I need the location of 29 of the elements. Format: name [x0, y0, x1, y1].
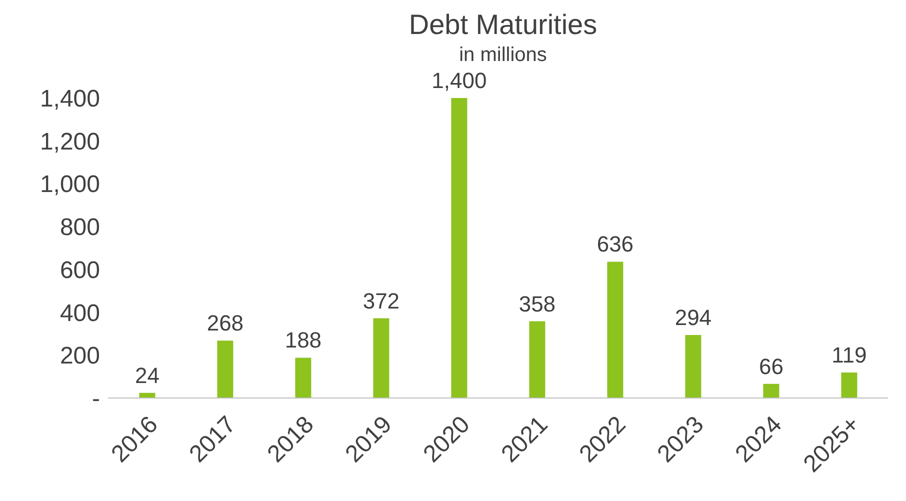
- bar: [529, 321, 546, 398]
- data-label: 268: [206, 310, 244, 336]
- data-label: 66: [758, 354, 784, 379]
- bar: [763, 384, 780, 398]
- data-label: 24: [134, 362, 160, 388]
- bar: [685, 335, 702, 398]
- data-label: 119: [832, 342, 867, 368]
- bar: [451, 98, 468, 398]
- bar: [841, 372, 858, 398]
- y-tick-label: 600: [60, 256, 100, 284]
- data-label: 294: [674, 305, 712, 330]
- data-label: 636: [596, 232, 634, 257]
- y-tick-label: 400: [60, 300, 100, 327]
- y-tick-label: 1,200: [40, 128, 100, 156]
- chart-subtitle: in millions: [458, 43, 548, 68]
- y-tick-label: 200: [60, 342, 100, 370]
- chart-title: Debt Maturities: [408, 8, 598, 42]
- bar: [295, 358, 312, 398]
- data-label: 188: [284, 328, 322, 353]
- bar: [607, 262, 624, 398]
- y-tick-label: 1,400: [40, 86, 100, 113]
- data-label: 1,400: [432, 68, 487, 93]
- y-tick-label: -: [92, 386, 100, 413]
- bar: [373, 318, 390, 398]
- data-label: 372: [362, 288, 400, 314]
- data-label: 358: [518, 291, 556, 316]
- y-tick-label: 1,000: [40, 171, 100, 198]
- y-tick-label: 800: [60, 214, 100, 242]
- bar: [217, 340, 234, 398]
